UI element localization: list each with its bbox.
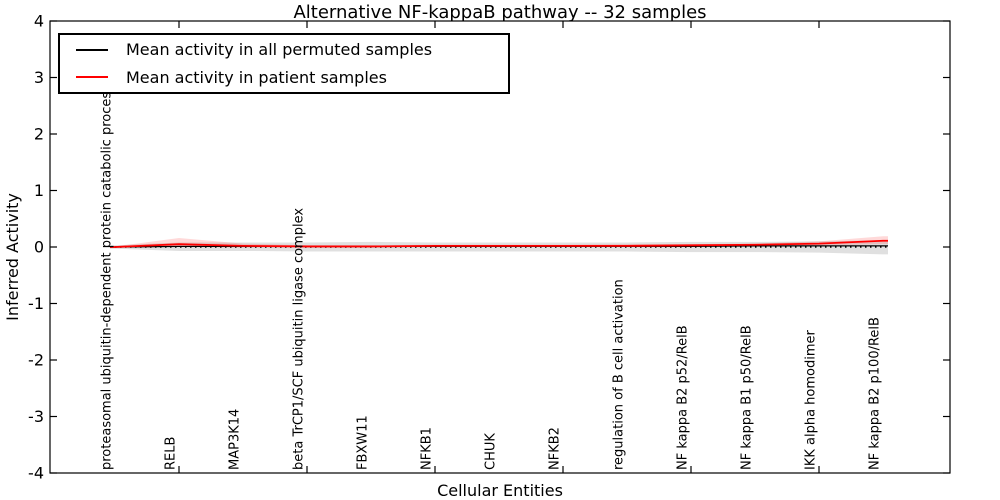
x-tick-label: NF kappa B2 p100/RelB [868,317,883,470]
y-tick-label: 2 [34,125,44,144]
x-tick-label: NF kappa B2 p52/RelB [676,325,691,470]
y-tick-label: -4 [28,464,44,483]
x-tick-label: FBXW11 [356,415,371,470]
legend: Mean activity in all permuted samples Me… [58,33,510,94]
legend-entry-permuted: Mean activity in all permuted samples [60,36,508,64]
x-axis-label: Cellular Entities [437,481,563,500]
y-tick-label: 0 [34,238,44,257]
x-tick-label: CHUK [484,433,499,470]
legend-label: Mean activity in all permuted samples [126,40,433,60]
x-tick-label: regulation of B cell activation [612,279,627,470]
y-tick-label: -1 [28,294,44,313]
chart-title: Alternative NF-kappaB pathway -- 32 samp… [293,2,707,23]
mean-line-patient [110,239,888,248]
x-tick-label: NF kappa B1 p50/RelB [740,325,755,470]
y-axis-label: Inferred Activity [3,193,22,321]
x-tick-label: beta TrCP1/SCF ubiquitin ligase complex [292,208,307,470]
x-tick-label: proteasomal ubiquitin-dependent protein … [100,85,115,470]
band-permuted [110,240,888,255]
x-tick-label: NFKB1 [420,427,435,470]
y-tick-label: 3 [34,68,44,87]
x-tick-label: NFKB2 [548,427,563,470]
x-tick-label: MAP3K14 [228,409,243,470]
y-tick-label: -2 [28,351,44,370]
legend-entry-patient: Mean activity in patient samples [60,64,508,92]
legend-line-sample-black [76,48,108,51]
x-tick-label: IKK alpha homodimer [804,329,819,470]
y-tick-label: -3 [28,407,44,426]
legend-label: Mean activity in patient samples [126,67,387,87]
y-tick-label: 4 [34,12,44,31]
y-tick-label: 1 [34,181,44,200]
legend-line-sample-red [76,76,108,79]
x-tick-label: RELB [164,437,179,470]
